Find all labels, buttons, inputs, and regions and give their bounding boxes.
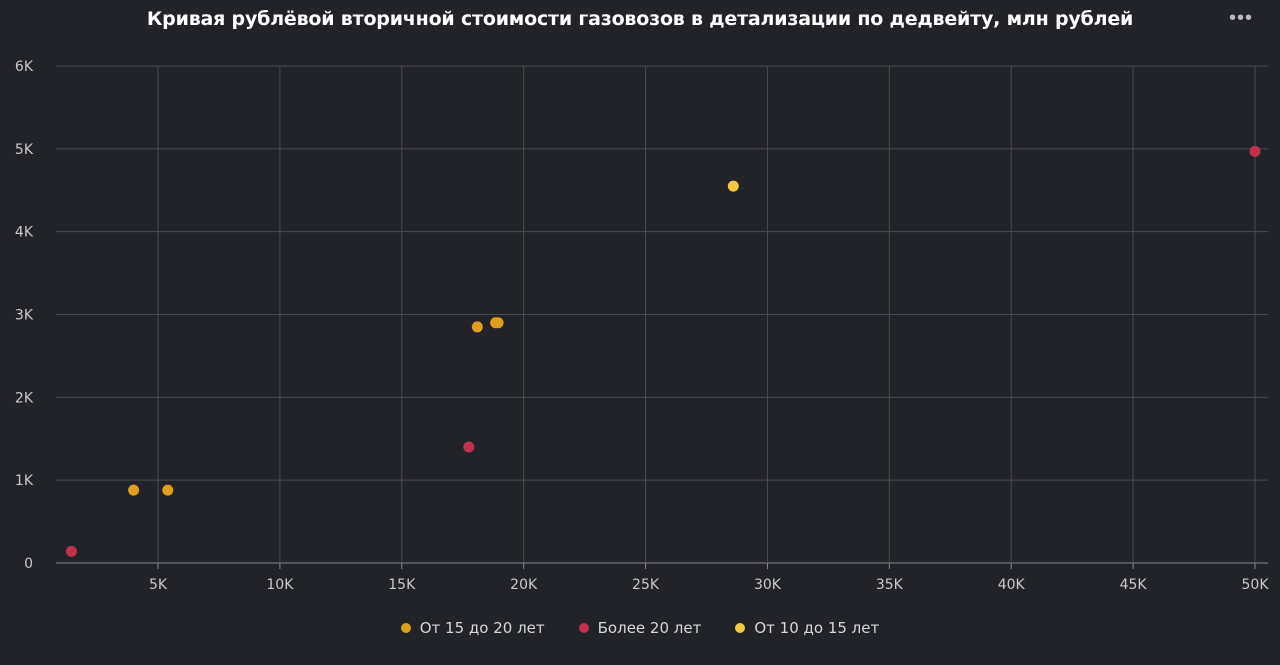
y-tick-label: 5K — [15, 142, 34, 158]
x-tick-label: 5K — [149, 577, 168, 593]
more-options-button[interactable]: ••• — [1224, 6, 1258, 30]
legend-item[interactable]: От 15 до 20 лет — [400, 619, 545, 637]
chart-legend: От 15 до 20 лет Более 20 лет От 10 до 15 л… — [0, 619, 1280, 637]
x-tick-label: 20K — [510, 577, 538, 593]
y-tick-label: 0 — [24, 556, 33, 572]
scatter-point[interactable] — [727, 180, 739, 192]
x-tick-label: 50K — [1242, 577, 1270, 593]
scatter-point[interactable] — [162, 484, 174, 496]
x-tick-label: 35K — [876, 577, 904, 593]
legend-marker — [735, 623, 746, 633]
legend-item[interactable]: Более 20 лет — [578, 619, 702, 637]
x-tick-label: 30K — [754, 577, 782, 593]
y-axis-ticks: 0 1K 2K 3K 4K 5K 6K — [15, 59, 34, 572]
x-tick-label: 15K — [388, 577, 416, 593]
y-tick-label: 4K — [15, 225, 34, 241]
legend-marker — [400, 623, 411, 633]
x-tick-label: 45K — [1120, 577, 1148, 593]
y-tick-label: 6K — [15, 59, 34, 75]
x-tick-label: 25K — [632, 577, 660, 593]
scatter-point[interactable] — [128, 484, 140, 496]
y-tick-label: 3K — [15, 308, 34, 324]
chart-title: Кривая рублёвой вторичной стоимости газо… — [146, 8, 1134, 30]
legend-marker — [578, 623, 589, 633]
y-tick-label: 1K — [15, 473, 34, 489]
x-tick-label: 40K — [998, 577, 1026, 593]
grid-lines — [56, 65, 1268, 569]
x-axis-ticks: 5K 10K 15K 20K 25K 30K 35K 40K 45K 50K — [149, 577, 1269, 593]
scatter-point[interactable] — [463, 441, 475, 453]
y-tick-label: 2K — [15, 390, 34, 406]
legend-item[interactable]: От 10 до 15 лет — [735, 619, 879, 637]
legend-label: От 10 до 15 лет — [754, 619, 880, 637]
x-tick-label: 10K — [266, 577, 294, 593]
scatter-point[interactable] — [1249, 145, 1261, 157]
data-points — [65, 145, 1261, 557]
scatter-point[interactable] — [65, 545, 77, 557]
legend-label: От 15 до 20 лет — [419, 619, 545, 637]
scatter-point[interactable] — [471, 321, 483, 333]
scatter-point[interactable] — [492, 317, 504, 329]
legend-label: Более 20 лет — [597, 619, 702, 637]
more-horizontal-icon: ••• — [1228, 7, 1253, 29]
